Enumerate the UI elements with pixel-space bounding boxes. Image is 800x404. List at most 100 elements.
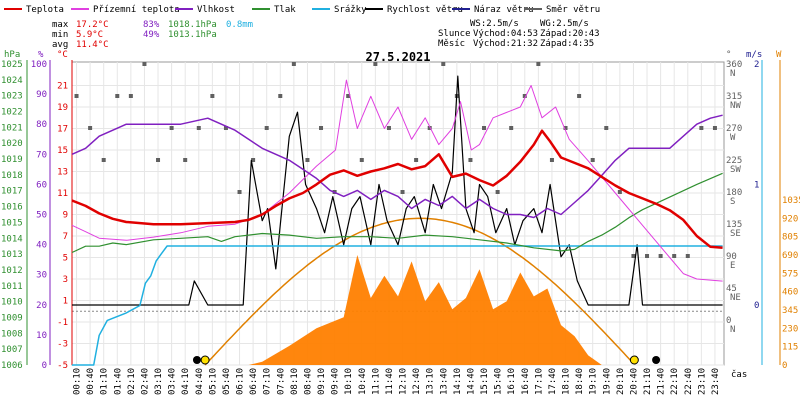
x-tick-34: 17:10 — [534, 368, 544, 395]
stat-avg-temp: 11.4°C — [76, 40, 109, 50]
pressure-tick-0: 1006 — [1, 361, 23, 371]
temp-tick-6: 7 — [63, 232, 68, 242]
x-tick-10: 05:10 — [208, 368, 218, 395]
stat-min-label: min — [52, 30, 68, 40]
x-tick-31: 15:40 — [494, 368, 504, 395]
direction-point-34 — [536, 62, 541, 66]
humidity-tick-5: 50 — [36, 211, 47, 221]
unit-wind: m/s — [746, 50, 762, 60]
humidity-tick-9: 90 — [36, 90, 47, 100]
wind-gust-text: WG:2.5m/s — [540, 19, 589, 29]
direction-point-9 — [196, 126, 201, 130]
direction-point-2 — [101, 158, 106, 162]
temp-tick-10: 15 — [57, 146, 68, 156]
direction-point-6 — [156, 158, 161, 162]
moonset-text: Západ:4:35 — [540, 39, 594, 49]
rain-line — [72, 245, 723, 366]
direction-point-23 — [386, 126, 391, 130]
direction-point-32 — [509, 126, 514, 130]
temp-tick-12: 19 — [57, 103, 68, 113]
direction-tick-4: 180 — [726, 188, 742, 198]
temperature-line — [71, 129, 723, 250]
x-tick-19: 09:40 — [331, 368, 341, 395]
solar-tick-8: 920 — [782, 214, 798, 224]
x-tick-15: 07:40 — [276, 368, 286, 395]
pressure-tick-13: 1019 — [1, 155, 23, 165]
direction-name-8: N — [730, 69, 735, 79]
direction-point-20 — [346, 94, 351, 98]
solar-tick-0: 0 — [782, 361, 787, 371]
direction-tick-3: 135 — [726, 220, 742, 230]
wind-speed-line — [72, 75, 723, 306]
temp-tick-5: 5 — [63, 254, 68, 264]
x-tick-17: 08:40 — [303, 368, 313, 395]
pressure-line — [71, 172, 723, 254]
ground-temp-line — [71, 79, 723, 282]
direction-point-40 — [617, 190, 622, 194]
x-tick-38: 19:10 — [589, 368, 599, 395]
pressure-tick-15: 1021 — [1, 123, 23, 133]
x-tick-43: 21:40 — [657, 368, 667, 395]
moonrise-text: Východ:21:32 — [473, 39, 538, 49]
x-tick-25: 12:40 — [412, 368, 422, 395]
direction-tick-7: 315 — [726, 92, 742, 102]
pressure-tick-5: 1011 — [1, 282, 23, 292]
unit-humidity: % — [38, 50, 44, 60]
wind-tick-0: 0 — [754, 301, 759, 311]
direction-point-43 — [658, 254, 663, 258]
direction-point-38 — [590, 158, 595, 162]
x-tick-42: 21:10 — [643, 368, 653, 395]
direction-point-36 — [563, 126, 568, 130]
humidity-tick-7: 70 — [36, 150, 47, 160]
direction-point-17 — [305, 158, 310, 162]
temp-tick-3: 1 — [63, 297, 68, 307]
pressure-tick-7: 1013 — [1, 250, 23, 260]
plot-area: 00:10 00:40 01:10 01:40 02:10 02:40 03:10 03:40… — [1, 60, 800, 395]
humidity-tick-1: 10 — [36, 331, 47, 341]
legend-label-2: Vlhkost — [197, 5, 235, 15]
solar-tick-4: 460 — [782, 288, 798, 298]
x-tick-30: 15:10 — [480, 368, 490, 395]
x-tick-39: 19:40 — [602, 368, 612, 395]
direction-point-27 — [441, 62, 446, 66]
solar-tick-1: 115 — [782, 343, 798, 353]
solar-tick-5: 575 — [782, 269, 798, 279]
x-tick-35: 17:40 — [548, 368, 558, 395]
pressure-tick-11: 1017 — [1, 187, 23, 197]
legend-label-1: Přízemní teplota — [93, 5, 180, 15]
direction-point-42 — [645, 254, 650, 258]
solar-tick-9: 1035 — [782, 196, 800, 206]
x-tick-46: 23:10 — [697, 368, 707, 395]
sun-elevation-line — [204, 217, 633, 366]
sun-set-marker — [629, 355, 639, 365]
pressure-tick-1: 1007 — [1, 345, 23, 355]
direction-point-7 — [169, 126, 174, 130]
stat-max-temp: 17.2°C — [76, 20, 109, 30]
legend-label-3: Tlak — [274, 5, 296, 15]
legend: Teplota Přízemní teplota Vlhkost Tlak Srážky… — [4, 5, 600, 15]
x-tick-27: 13:40 — [439, 368, 449, 395]
x-tick-0: 00:10 — [73, 368, 83, 395]
humidity-line — [71, 114, 723, 219]
direction-tick-8: 360 — [726, 60, 742, 70]
x-tick-13: 06:40 — [249, 368, 259, 395]
direction-point-26 — [427, 126, 432, 130]
pressure-tick-14: 1020 — [1, 139, 23, 149]
direction-point-11 — [223, 126, 228, 130]
temp-tick-9: 13 — [57, 168, 68, 178]
direction-tick-0: 0 — [726, 316, 731, 326]
pressure-tick-3: 1009 — [1, 313, 23, 323]
x-tick-32: 16:10 — [507, 368, 517, 395]
pressure-tick-18: 1024 — [1, 76, 23, 86]
x-tick-24: 12:10 — [399, 368, 409, 395]
legend-label-6: Náraz větru — [474, 5, 534, 15]
direction-tick-5: 225 — [726, 156, 742, 166]
direction-point-37 — [577, 94, 582, 98]
sun-rise-marker — [200, 355, 210, 365]
unit-direction: ° — [726, 50, 731, 60]
direction-point-10 — [210, 94, 215, 98]
humidity-tick-8: 80 — [36, 120, 47, 130]
x-tick-40: 20:10 — [616, 368, 626, 395]
x-tick-5: 02:40 — [140, 368, 150, 395]
